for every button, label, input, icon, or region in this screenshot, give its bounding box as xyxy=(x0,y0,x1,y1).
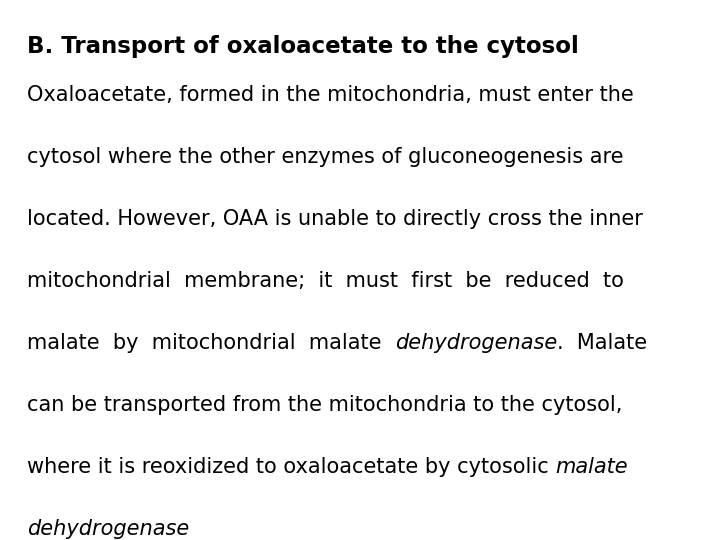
Text: malate: malate xyxy=(555,457,628,477)
Text: mitochondrial  membrane;  it  must  first  be  reduced  to: mitochondrial membrane; it must first be… xyxy=(27,271,624,291)
Text: located. However, OAA is unable to directly cross the inner: located. However, OAA is unable to direc… xyxy=(27,209,643,229)
Text: cytosol where the other enzymes of gluconeogenesis are: cytosol where the other enzymes of gluco… xyxy=(27,147,624,167)
Text: malate  by  mitochondrial  malate: malate by mitochondrial malate xyxy=(27,333,395,353)
Text: dehydrogenase: dehydrogenase xyxy=(395,333,557,353)
Text: B. Transport of oxaloacetate to the cytosol: B. Transport of oxaloacetate to the cyto… xyxy=(27,35,579,58)
Text: where it is reoxidized to oxaloacetate by cytosolic: where it is reoxidized to oxaloacetate b… xyxy=(27,457,555,477)
Text: can be transported from the mitochondria to the cytosol,: can be transported from the mitochondria… xyxy=(27,395,622,415)
Text: .  Malate: . Malate xyxy=(557,333,647,353)
Text: Oxaloacetate, formed in the mitochondria, must enter the: Oxaloacetate, formed in the mitochondria… xyxy=(27,85,634,105)
Text: dehydrogenase: dehydrogenase xyxy=(27,519,189,539)
